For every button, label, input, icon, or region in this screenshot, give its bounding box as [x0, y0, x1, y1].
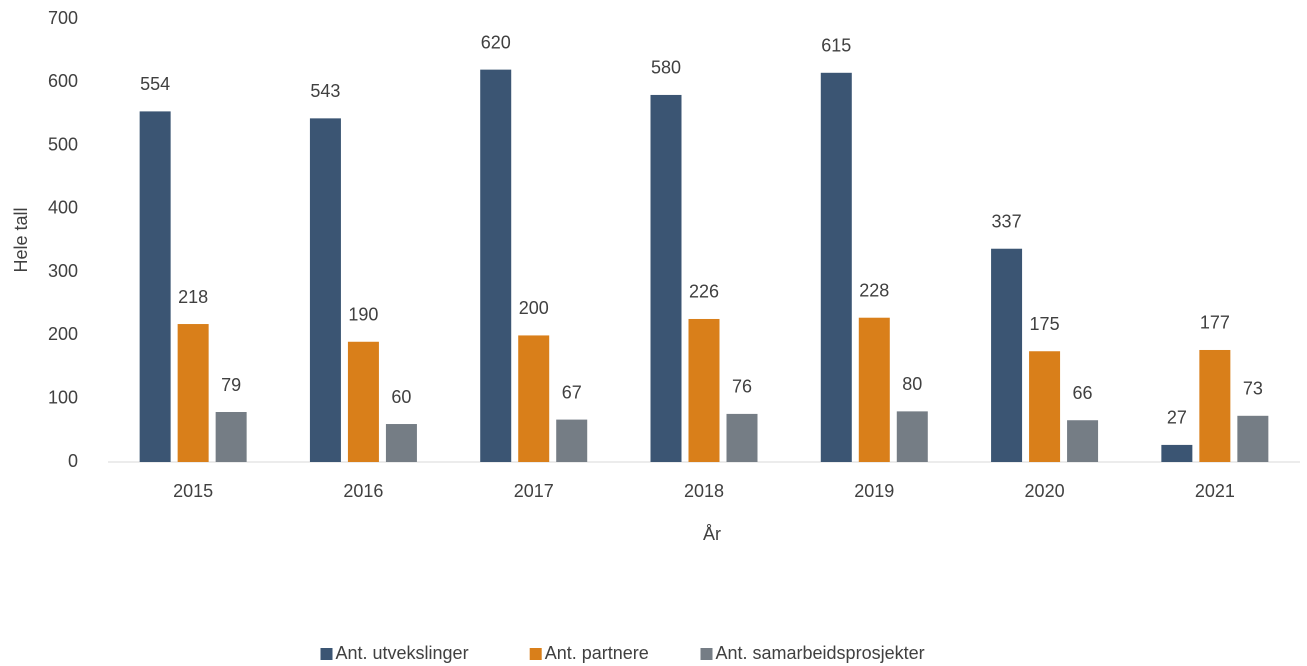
- data-label: 79: [221, 375, 241, 395]
- x-tick-label: 2016: [343, 481, 383, 501]
- bar: [896, 411, 928, 462]
- x-tick-label: 2020: [1025, 481, 1065, 501]
- legend-label: Ant. partnere: [545, 643, 649, 663]
- bar: [1161, 444, 1193, 462]
- bar: [480, 69, 512, 462]
- y-tick-label: 600: [48, 71, 78, 91]
- data-label: 60: [391, 387, 411, 407]
- bar: [1067, 420, 1099, 462]
- legend-label: Ant. utvekslinger: [336, 643, 469, 663]
- y-tick-label: 500: [48, 134, 78, 154]
- bar: [820, 72, 852, 463]
- data-label: 580: [651, 58, 681, 78]
- data-label: 218: [178, 287, 208, 307]
- y-tick-label: 200: [48, 324, 78, 344]
- data-label: 76: [732, 377, 752, 397]
- data-label: 66: [1073, 383, 1093, 403]
- bar: [688, 318, 720, 462]
- data-label: 554: [140, 74, 170, 94]
- bar: [556, 419, 588, 462]
- bar: [177, 324, 209, 462]
- data-label: 73: [1243, 379, 1263, 399]
- bar: [650, 94, 682, 462]
- data-label: 337: [992, 211, 1022, 231]
- x-tick-label: 2015: [173, 481, 213, 501]
- bar: [726, 413, 758, 462]
- data-label: 80: [902, 374, 922, 394]
- y-tick-label: 100: [48, 387, 78, 407]
- data-label: 620: [481, 32, 511, 52]
- bar: [1029, 351, 1061, 462]
- bar: [309, 118, 341, 462]
- x-tick-label: 2017: [514, 481, 554, 501]
- bar: [385, 424, 417, 462]
- legend-swatch: [700, 648, 713, 660]
- y-tick-label: 700: [48, 8, 78, 28]
- y-axis-label: Hele tall: [11, 207, 31, 272]
- bar: [1199, 349, 1231, 462]
- x-tick-label: 2019: [854, 481, 894, 501]
- bar: [518, 335, 550, 462]
- y-tick-label: 400: [48, 198, 78, 218]
- legend-swatch: [529, 648, 542, 660]
- legend-swatch: [320, 648, 333, 660]
- x-tick-label: 2021: [1195, 481, 1235, 501]
- data-label: 615: [821, 36, 851, 56]
- y-tick-label: 0: [68, 451, 78, 471]
- data-label: 543: [310, 81, 340, 101]
- bar: [215, 412, 247, 462]
- legend-label: Ant. samarbeidsprosjekter: [716, 643, 925, 663]
- data-label: 67: [562, 382, 582, 402]
- x-axis-label: År: [703, 524, 721, 544]
- bar: [858, 317, 890, 462]
- bar: [1237, 415, 1269, 462]
- data-label: 190: [348, 305, 378, 325]
- bar: [139, 111, 171, 462]
- data-label: 177: [1200, 313, 1230, 333]
- data-label: 226: [689, 282, 719, 302]
- data-label: 200: [519, 298, 549, 318]
- data-label: 228: [859, 280, 889, 300]
- y-tick-label: 300: [48, 261, 78, 281]
- data-label: 175: [1030, 314, 1060, 334]
- data-label: 27: [1167, 408, 1187, 428]
- x-tick-label: 2018: [684, 481, 724, 501]
- bar: [347, 341, 379, 462]
- bar: [991, 248, 1023, 462]
